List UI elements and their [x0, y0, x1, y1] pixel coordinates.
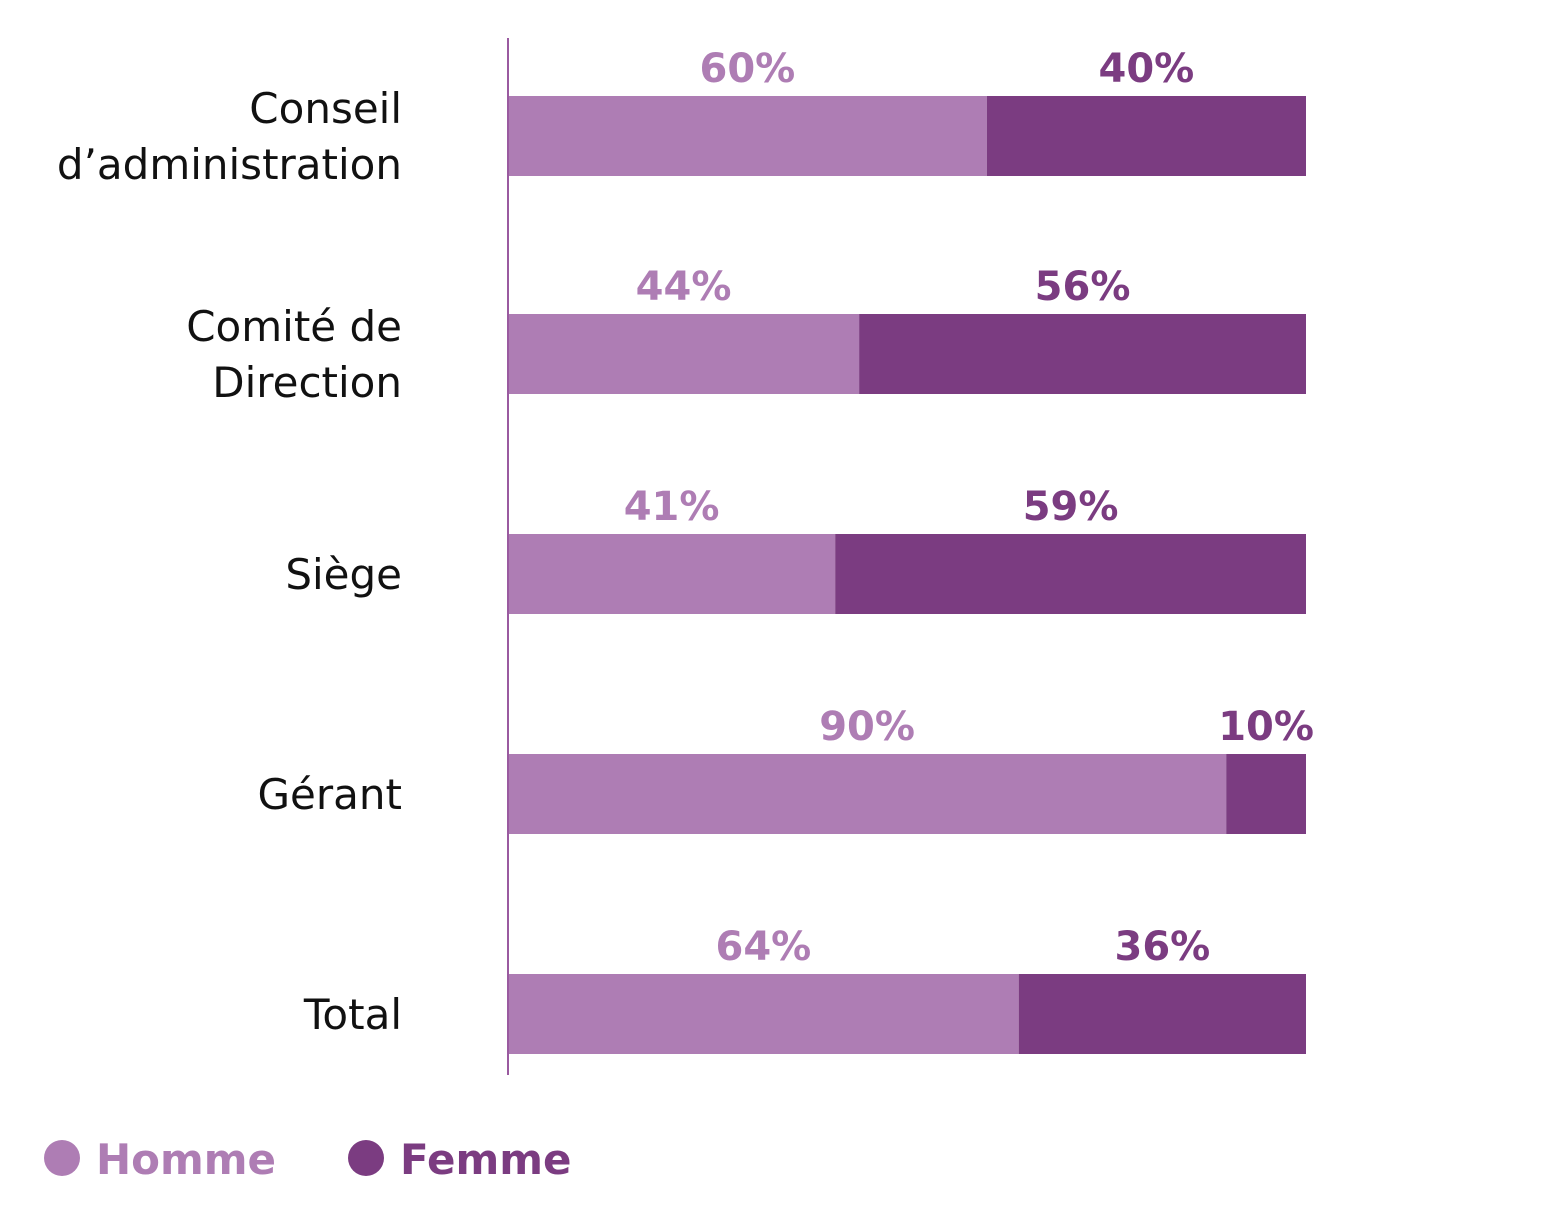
- data-label-femme: 10%: [1218, 704, 1314, 750]
- data-label-femme: 56%: [1035, 264, 1131, 310]
- category-label: Total: [303, 990, 402, 1039]
- bar-femme: [859, 314, 1306, 394]
- bar-homme: [508, 96, 987, 176]
- data-label-homme: 44%: [636, 264, 732, 310]
- category-label: Direction: [212, 358, 402, 407]
- data-label-femme: 40%: [1099, 46, 1195, 92]
- bar-femme: [986, 96, 1306, 176]
- data-label-homme: 60%: [700, 46, 796, 92]
- data-label-femme: 36%: [1114, 924, 1210, 970]
- data-label-homme: 90%: [819, 704, 915, 750]
- category-label: Conseil: [249, 84, 402, 133]
- category-label: Gérant: [258, 770, 402, 819]
- category-label: Siège: [285, 550, 402, 599]
- category-label: d’administration: [57, 140, 402, 189]
- legend-marker-femme: [348, 1140, 384, 1176]
- data-label-homme: 41%: [624, 484, 720, 530]
- bar-femme: [835, 534, 1306, 614]
- data-label-femme: 59%: [1023, 484, 1119, 530]
- legend-label-femme: Femme: [400, 1135, 572, 1184]
- bar-homme: [508, 974, 1019, 1054]
- category-label: Comité de: [186, 302, 402, 351]
- bar-homme: [508, 534, 836, 614]
- bar-femme: [1226, 754, 1306, 834]
- legend-label-homme: Homme: [96, 1135, 276, 1184]
- legend-marker-homme: [44, 1140, 80, 1176]
- bar-femme: [1018, 974, 1306, 1054]
- bar-homme: [508, 314, 860, 394]
- bar-homme: [508, 754, 1227, 834]
- data-label-homme: 64%: [715, 924, 811, 970]
